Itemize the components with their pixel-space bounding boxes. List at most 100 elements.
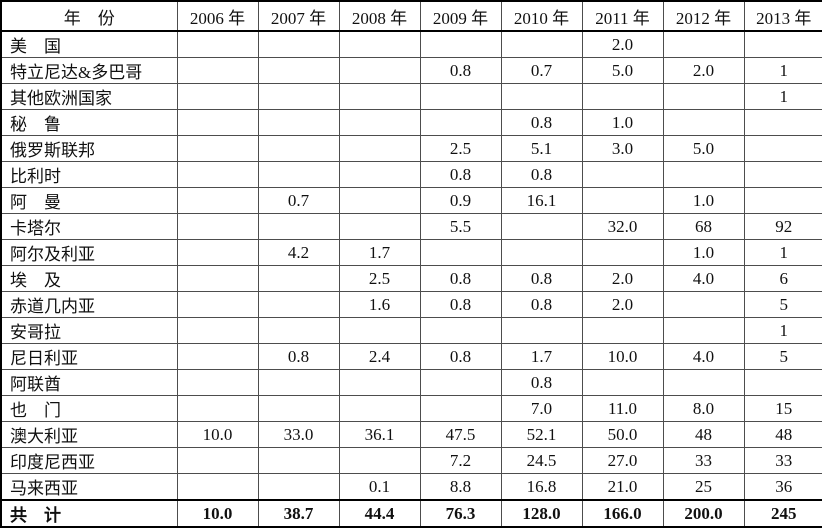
value-cell <box>257 473 340 501</box>
country-label-cell: 埃 及 <box>0 265 178 292</box>
value-cell <box>257 109 340 136</box>
value-cell: 48 <box>662 421 745 448</box>
table-row: 阿尔及利亚 4.2 1.7 1.0 1 <box>0 239 822 266</box>
country-label-cell: 马来西亚 <box>0 473 178 501</box>
value-cell <box>338 395 421 422</box>
value-cell <box>743 161 822 188</box>
value-cell <box>176 213 259 240</box>
total-value-cell: 10.0 <box>176 499 259 528</box>
value-cell: 0.7 <box>257 187 340 214</box>
value-cell <box>257 317 340 344</box>
value-cell: 1 <box>743 317 822 344</box>
value-cell: 5.0 <box>581 57 664 84</box>
total-value-cell: 128.0 <box>500 499 583 528</box>
table-row: 其他欧洲国家 1 <box>0 83 822 110</box>
total-value-cell: 245 <box>743 499 822 528</box>
value-cell <box>743 135 822 162</box>
value-cell <box>419 239 502 266</box>
value-cell <box>500 30 583 58</box>
value-cell: 47.5 <box>419 421 502 448</box>
value-cell: 33 <box>743 447 822 474</box>
table-row: 阿 曼 0.7 0.9 16.1 1.0 <box>0 187 822 214</box>
value-cell: 4.2 <box>257 239 340 266</box>
table-row: 也 门 7.0 11.0 8.0 15 <box>0 395 822 422</box>
value-cell <box>662 83 745 110</box>
year-header-cell: 2009 年 <box>419 0 502 32</box>
value-cell <box>176 30 259 58</box>
value-cell: 4.0 <box>662 343 745 370</box>
value-cell <box>338 135 421 162</box>
country-label-cell: 卡塔尔 <box>0 213 178 240</box>
country-label-cell: 阿联酋 <box>0 369 178 396</box>
value-cell: 1.0 <box>662 187 745 214</box>
country-label-cell: 尼日利亚 <box>0 343 178 370</box>
value-cell <box>662 317 745 344</box>
value-cell <box>176 265 259 292</box>
value-cell <box>662 109 745 136</box>
value-cell <box>176 317 259 344</box>
value-cell: 5 <box>743 291 822 318</box>
value-cell: 1 <box>743 239 822 266</box>
value-cell <box>176 239 259 266</box>
value-cell: 0.7 <box>500 57 583 84</box>
value-cell: 36 <box>743 473 822 501</box>
value-cell: 36.1 <box>338 421 421 448</box>
table-row: 马来西亚 0.1 8.8 16.8 21.0 25 36 <box>0 473 822 501</box>
country-label-cell: 安哥拉 <box>0 317 178 344</box>
total-value-cell: 44.4 <box>338 499 421 528</box>
value-cell: 0.8 <box>257 343 340 370</box>
table-row: 印度尼西亚 7.2 24.5 27.0 33 33 <box>0 447 822 474</box>
value-cell: 68 <box>662 213 745 240</box>
value-cell <box>257 213 340 240</box>
value-cell <box>743 187 822 214</box>
value-cell <box>257 265 340 292</box>
value-cell: 8.8 <box>419 473 502 501</box>
value-cell: 1.7 <box>500 343 583 370</box>
value-cell <box>338 161 421 188</box>
value-cell <box>743 30 822 58</box>
value-cell: 1 <box>743 83 822 110</box>
value-cell: 7.2 <box>419 447 502 474</box>
value-cell: 6 <box>743 265 822 292</box>
value-cell: 2.5 <box>338 265 421 292</box>
table-row: 阿联酋 0.8 <box>0 369 822 396</box>
total-label-cell: 共 计 <box>0 499 178 528</box>
country-label-cell: 美 国 <box>0 30 178 58</box>
value-cell <box>338 83 421 110</box>
value-cell: 5.5 <box>419 213 502 240</box>
value-cell: 1.6 <box>338 291 421 318</box>
value-cell <box>500 83 583 110</box>
table-row: 秘 鲁 0.8 1.0 <box>0 109 822 136</box>
value-cell <box>419 83 502 110</box>
value-cell: 0.8 <box>500 265 583 292</box>
value-cell: 2.4 <box>338 343 421 370</box>
value-cell <box>338 447 421 474</box>
total-value-cell: 200.0 <box>662 499 745 528</box>
value-cell: 2.0 <box>581 265 664 292</box>
value-cell <box>581 369 664 396</box>
value-cell: 0.8 <box>419 343 502 370</box>
table-row: 卡塔尔 5.5 32.0 68 92 <box>0 213 822 240</box>
year-header-cell: 2013 年 <box>743 0 822 32</box>
value-cell <box>500 239 583 266</box>
value-cell <box>176 57 259 84</box>
value-cell <box>257 395 340 422</box>
table-row: 尼日利亚 0.8 2.4 0.8 1.7 10.0 4.0 5 <box>0 343 822 370</box>
value-cell <box>176 447 259 474</box>
value-cell <box>257 369 340 396</box>
value-cell: 16.1 <box>500 187 583 214</box>
value-cell <box>419 30 502 58</box>
table-row: 俄罗斯联邦 2.5 5.1 3.0 5.0 <box>0 135 822 162</box>
value-cell: 1.7 <box>338 239 421 266</box>
value-cell: 1.0 <box>662 239 745 266</box>
value-cell: 8.0 <box>662 395 745 422</box>
value-cell <box>662 291 745 318</box>
value-cell <box>176 343 259 370</box>
value-cell: 48 <box>743 421 822 448</box>
value-cell <box>338 57 421 84</box>
year-header-cell: 2008 年 <box>338 0 421 32</box>
value-cell <box>419 395 502 422</box>
year-column-header: 年 份 <box>0 0 178 32</box>
